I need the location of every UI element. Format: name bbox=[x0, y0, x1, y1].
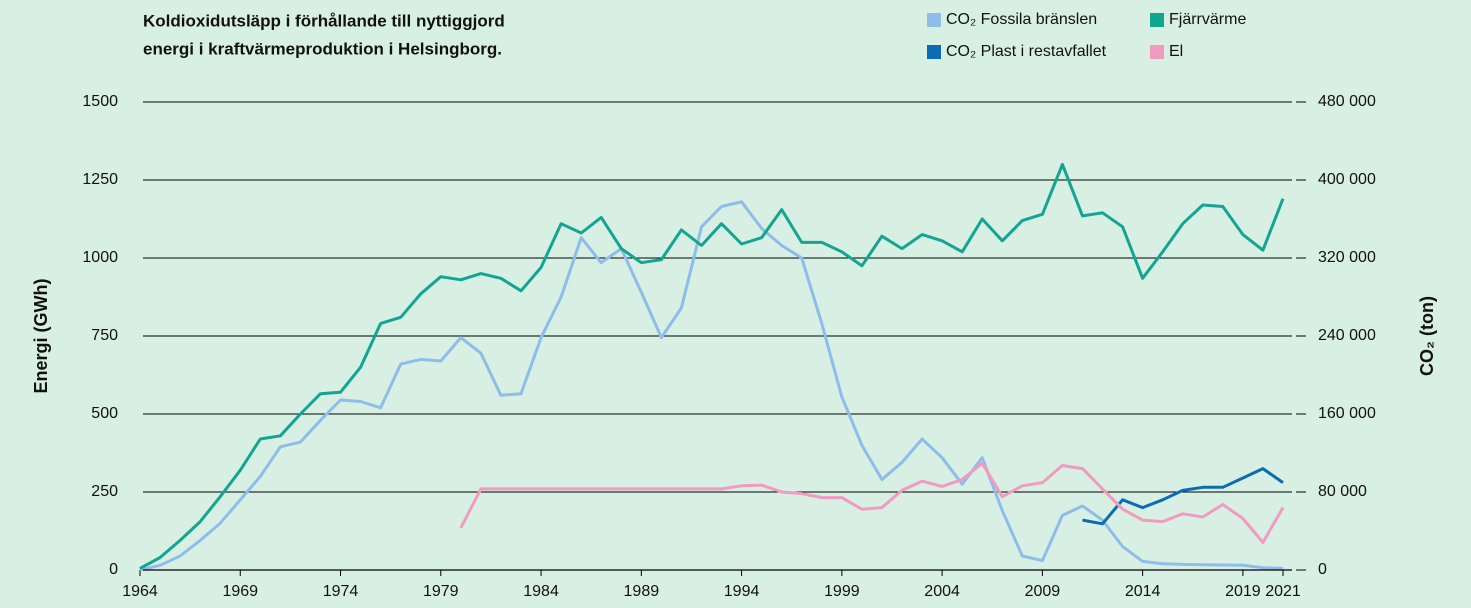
legend-label: Fjärrvärme bbox=[1169, 11, 1246, 28]
x-tick-label: 1989 bbox=[624, 583, 660, 600]
data-line bbox=[139, 200, 1284, 572]
x-tick-label: 2004 bbox=[924, 583, 960, 600]
y-tick-label: 250 bbox=[91, 483, 118, 500]
legend-swatch bbox=[927, 13, 941, 27]
x-tick-label: 1974 bbox=[323, 583, 359, 600]
x-tick-label: 1994 bbox=[724, 583, 760, 600]
legend-label: CO₂ Plast i restavfallet bbox=[946, 43, 1107, 60]
chart-title: energi i kraftvärmeproduktion i Helsingb… bbox=[143, 39, 502, 58]
y-tick-label: 1000 bbox=[82, 249, 118, 266]
y2-tick-label: 480 000 bbox=[1318, 93, 1376, 110]
y2-tick-label: 240 000 bbox=[1318, 327, 1376, 344]
y2-axis-label: CO₂ (ton) bbox=[1417, 296, 1437, 376]
y-tick-label: 750 bbox=[91, 327, 118, 344]
y-tick-label: 1500 bbox=[82, 93, 118, 110]
y2-tick-label: 0 bbox=[1318, 561, 1327, 578]
x-tick-label: 1984 bbox=[523, 583, 559, 600]
x-tick-label: 2021 bbox=[1265, 583, 1301, 600]
data-line bbox=[459, 461, 1285, 544]
y2-tick-label: 80 000 bbox=[1318, 483, 1367, 500]
y-axis-label: Energi (GWh) bbox=[31, 279, 51, 394]
y-tick-label: 500 bbox=[91, 405, 118, 422]
x-tick-label: 1979 bbox=[423, 583, 459, 600]
y2-tick-label: 160 000 bbox=[1318, 405, 1376, 422]
y-tick-label: 0 bbox=[109, 561, 118, 578]
y2-tick-label: 320 000 bbox=[1318, 249, 1376, 266]
x-tick-label: 2019 bbox=[1225, 583, 1261, 600]
y2-tick-label: 400 000 bbox=[1318, 171, 1376, 188]
legend-label: CO₂ Fossila bränslen bbox=[946, 11, 1097, 28]
x-tick-label: 1964 bbox=[122, 583, 158, 600]
x-tick-label: 1969 bbox=[222, 583, 258, 600]
chart-title: Koldioxidutsläpp i förhållande till nytt… bbox=[143, 11, 505, 30]
data-line bbox=[139, 162, 1285, 570]
x-tick-label: 2014 bbox=[1125, 583, 1161, 600]
x-tick-label: 1999 bbox=[824, 583, 860, 600]
y-tick-label: 1250 bbox=[82, 171, 118, 188]
data-line bbox=[1082, 467, 1284, 526]
x-tick-label: 2009 bbox=[1025, 583, 1061, 600]
legend-swatch bbox=[927, 45, 941, 59]
legend-label: El bbox=[1169, 43, 1183, 60]
legend-swatch bbox=[1150, 45, 1164, 59]
legend-swatch bbox=[1150, 13, 1164, 27]
